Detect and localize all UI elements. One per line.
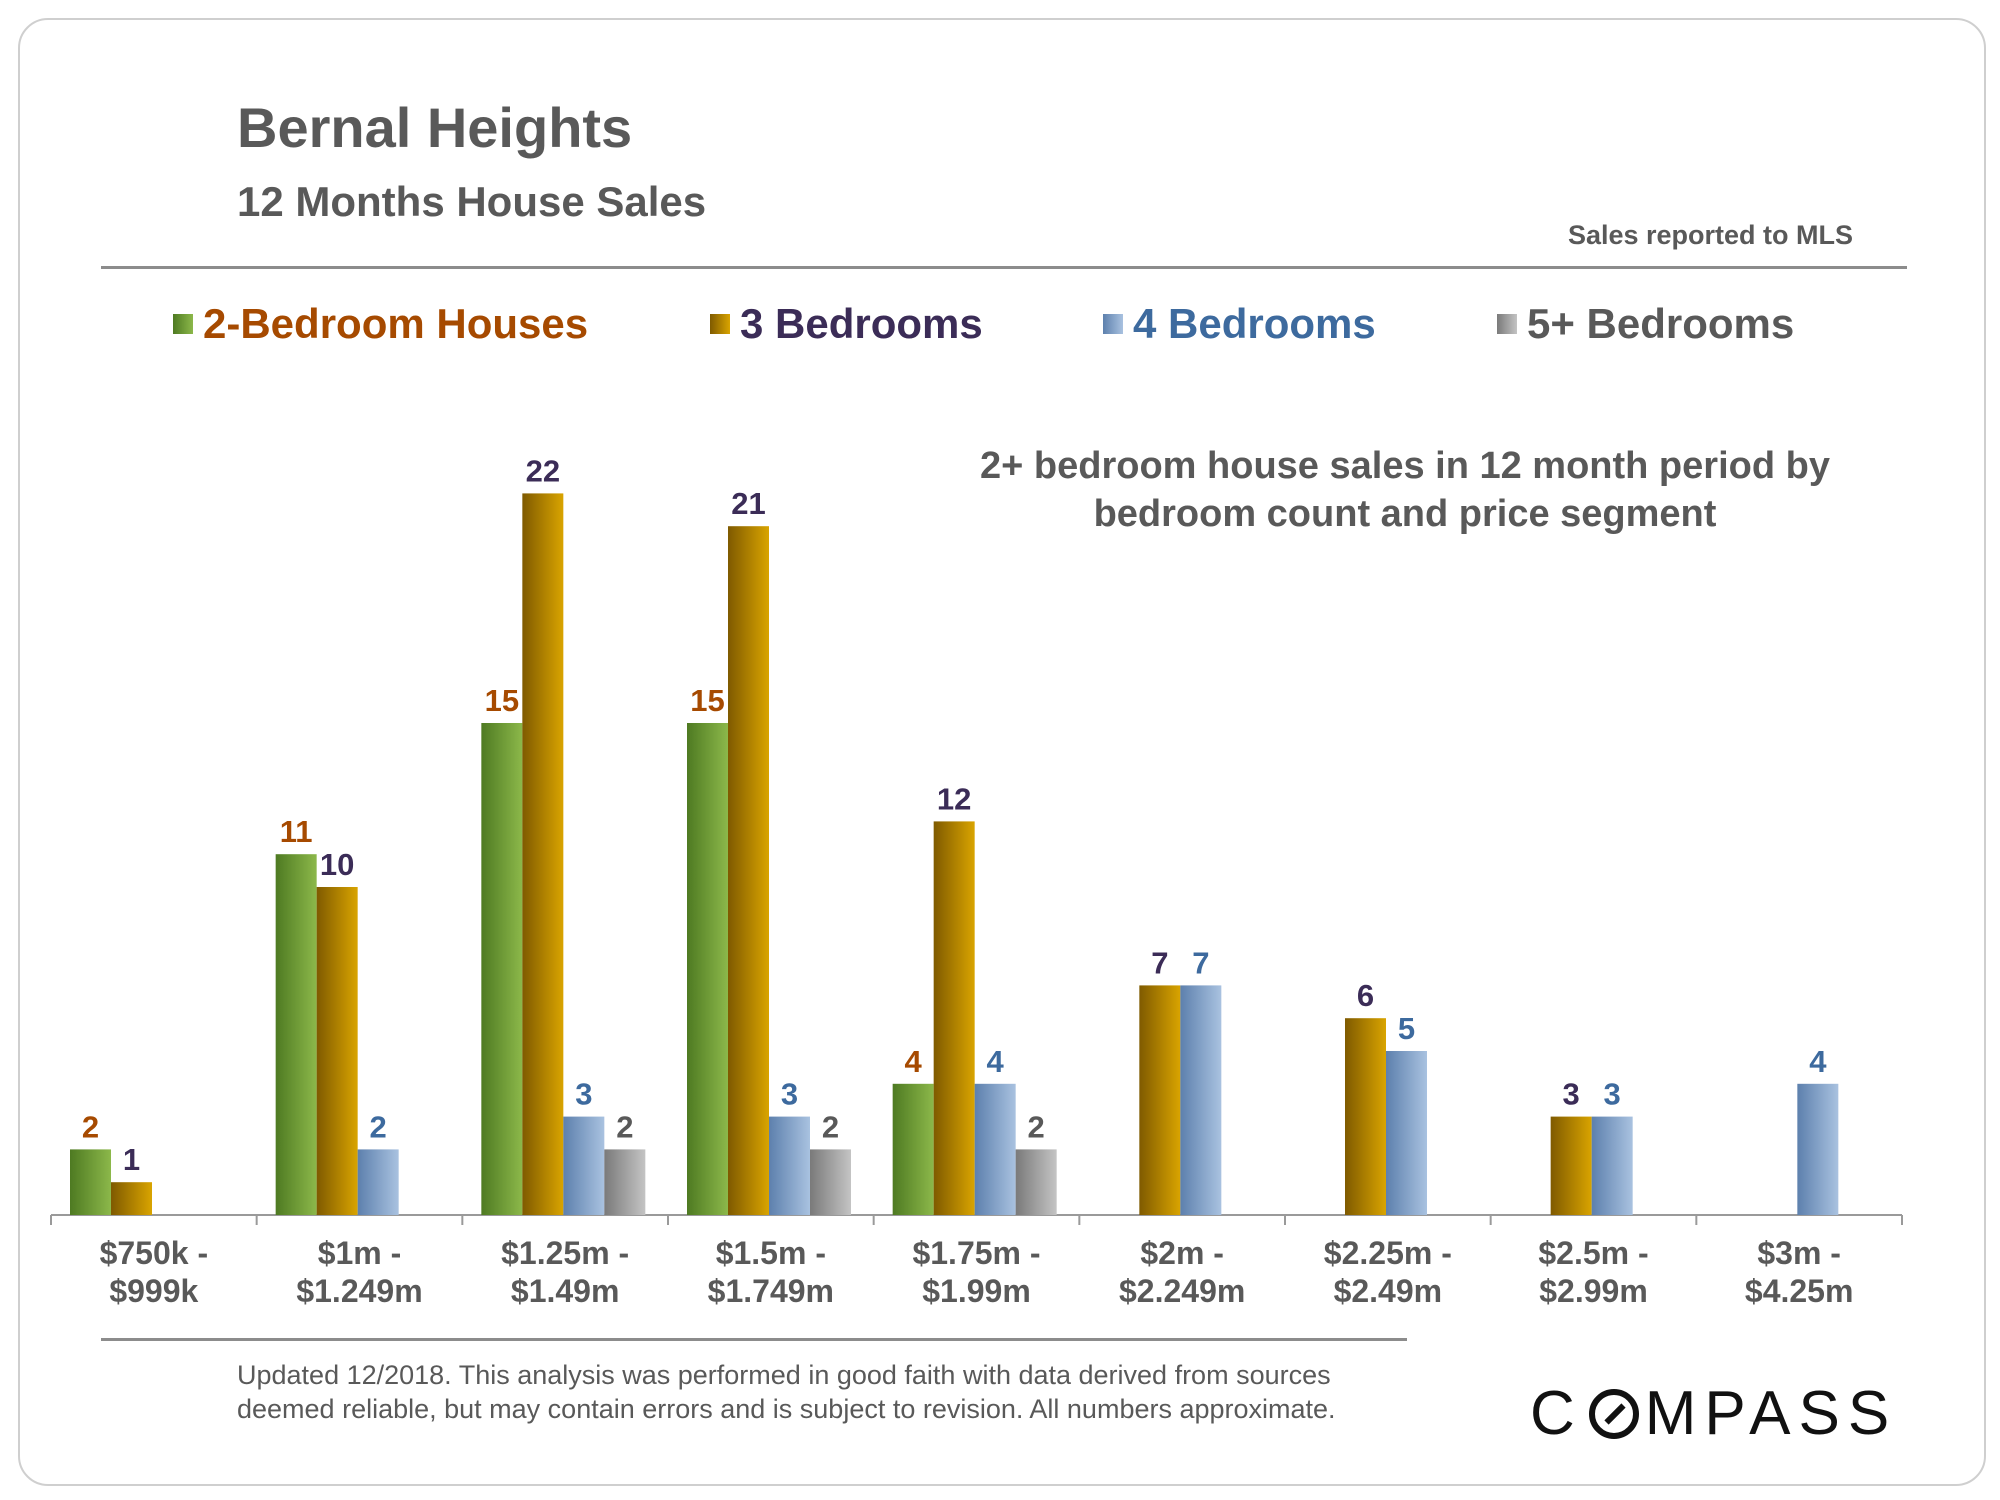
bar-value-label: 15 — [690, 683, 724, 718]
bar-value-label: 6 — [1357, 978, 1374, 1013]
x-tick-label: $2m - — [1140, 1235, 1224, 1271]
bar — [687, 723, 728, 1215]
x-tick-label: $1.75m - — [912, 1235, 1040, 1271]
x-tick-label: $2.49m — [1334, 1273, 1443, 1309]
bar-value-label: 22 — [526, 453, 560, 488]
slide-card — [18, 18, 1986, 1486]
bar-value-label: 15 — [485, 683, 519, 718]
bar — [1015, 1149, 1057, 1215]
bar — [1797, 1083, 1839, 1215]
bar — [70, 1149, 111, 1215]
legend-item-3: 4 Bedrooms — [1103, 300, 1376, 348]
bar-value-label: 21 — [731, 486, 765, 521]
bar — [316, 887, 358, 1215]
bar-value-label: 12 — [937, 781, 971, 816]
bar — [481, 723, 523, 1215]
bar-value-label: 4 — [987, 1044, 1005, 1079]
bar — [728, 526, 769, 1215]
x-tick-label: $1.249m — [296, 1273, 422, 1309]
top-divider — [101, 266, 1907, 269]
bar-value-label: 3 — [575, 1077, 592, 1112]
bar-value-label: 2 — [82, 1109, 99, 1144]
x-tick-label: $2.99m — [1539, 1273, 1648, 1309]
chart-annotation: 2+ bedroom house sales in 12 month perio… — [930, 442, 1880, 538]
bar — [810, 1149, 851, 1215]
x-tick-label: $1m - — [318, 1235, 402, 1271]
x-tick-label: $2.249m — [1119, 1273, 1245, 1309]
x-tick-label: $750k - — [100, 1235, 209, 1271]
legend-label: 5+ Bedrooms — [1527, 300, 1795, 347]
bar — [1550, 1116, 1592, 1215]
bar — [1386, 1051, 1427, 1215]
bar — [604, 1149, 646, 1215]
compass-logo: C MPASS — [1530, 1378, 1897, 1449]
logo-o-mark — [1588, 1388, 1639, 1439]
x-tick-label: $1.99m — [922, 1273, 1031, 1309]
bar-value-label: 5 — [1398, 1011, 1415, 1046]
x-tick-label: $2.5m - — [1538, 1235, 1648, 1271]
page-title: Bernal Heights — [237, 96, 633, 159]
bar-value-label: 3 — [781, 1077, 798, 1112]
legend-item-4: 5+ Bedrooms — [1497, 300, 1794, 348]
bar-value-label: 2 — [822, 1109, 839, 1144]
bar-value-label: 3 — [1563, 1077, 1580, 1112]
legend-item-1: 2-Bedroom Houses — [173, 300, 588, 348]
source-note: Sales reported to MLS — [1567, 220, 1853, 250]
bar — [111, 1182, 152, 1215]
page-subtitle: 12 Months House Sales — [237, 178, 707, 225]
bar — [1591, 1116, 1633, 1215]
annotation-line-1: 2+ bedroom house sales in 12 month perio… — [980, 445, 1830, 487]
legend-label: 4 Bedrooms — [1133, 300, 1376, 347]
bar-value-label: 4 — [1809, 1044, 1827, 1079]
bar-value-label: 11 — [280, 814, 313, 849]
bar-value-label: 7 — [1151, 945, 1168, 980]
bar — [275, 854, 317, 1215]
legend-item-2: 3 Bedrooms — [710, 300, 983, 348]
logo-text-start: C — [1530, 1379, 1583, 1448]
annotation-line-2: bedroom count and price segment — [1093, 493, 1717, 535]
legend-swatch — [1497, 314, 1517, 334]
x-tick-label: $1.49m — [511, 1273, 620, 1309]
bar — [563, 1116, 605, 1215]
bar-value-label: 2 — [370, 1109, 387, 1144]
bottom-divider — [101, 1338, 1407, 1341]
bar — [1139, 985, 1181, 1215]
bar — [1345, 1018, 1386, 1215]
x-tick-label: $1.749m — [708, 1273, 834, 1309]
x-tick-label: $999k — [109, 1273, 198, 1309]
legend-label: 2-Bedroom Houses — [203, 300, 589, 347]
legend-swatch — [1103, 314, 1123, 334]
bar — [522, 493, 564, 1215]
bar — [357, 1149, 399, 1215]
bar-value-label: 7 — [1192, 945, 1209, 980]
footer-disclaimer: Updated 12/2018. This analysis was perfo… — [237, 1358, 1336, 1426]
x-tick-label: $2.25m - — [1324, 1235, 1452, 1271]
x-tick-label: $1.5m - — [716, 1235, 826, 1271]
bar-value-label: 1 — [123, 1142, 140, 1177]
bar-value-label: 2 — [616, 1109, 633, 1144]
bar-value-label: 3 — [1604, 1077, 1621, 1112]
x-tick-label: $1.25m - — [501, 1235, 629, 1271]
bar-value-label: 4 — [905, 1044, 923, 1079]
footer-line-1: Updated 12/2018. This analysis was perfo… — [237, 1360, 1331, 1390]
bar — [892, 1083, 934, 1215]
footer-line-2: deemed reliable, but may contain errors … — [237, 1394, 1336, 1424]
x-tick-label: $3m - — [1757, 1235, 1841, 1271]
legend-label: 3 Bedrooms — [740, 300, 983, 347]
logo-text-end: MPASS — [1644, 1379, 1898, 1448]
bar — [769, 1116, 810, 1215]
legend-swatch — [710, 314, 730, 334]
x-tick-label: $4.25m — [1745, 1273, 1854, 1309]
bar — [1180, 985, 1222, 1215]
bar — [974, 1083, 1016, 1215]
bar-value-label: 10 — [320, 847, 354, 882]
bar-value-label: 2 — [1028, 1109, 1045, 1144]
bar — [933, 821, 975, 1215]
legend-swatch — [173, 314, 193, 334]
